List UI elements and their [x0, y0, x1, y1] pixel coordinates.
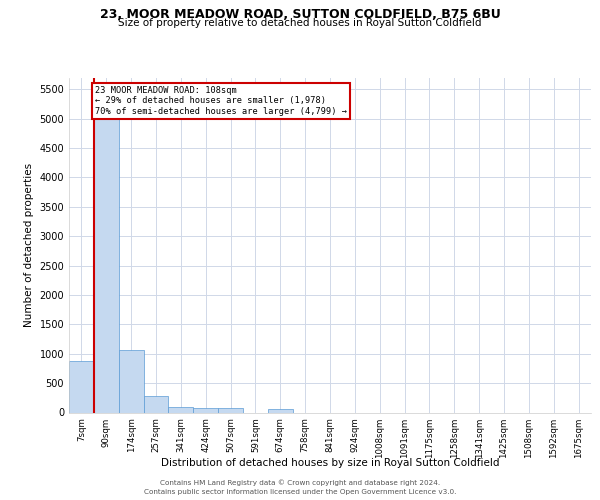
Text: Distribution of detached houses by size in Royal Sutton Coldfield: Distribution of detached houses by size … — [161, 458, 499, 468]
Bar — [218, 408, 243, 412]
Y-axis label: Number of detached properties: Number of detached properties — [24, 163, 34, 327]
Text: Size of property relative to detached houses in Royal Sutton Coldfield: Size of property relative to detached ho… — [118, 18, 482, 28]
Bar — [143, 396, 169, 412]
Text: Contains public sector information licensed under the Open Government Licence v3: Contains public sector information licen… — [144, 489, 456, 495]
Bar — [69, 361, 94, 412]
Bar — [193, 408, 218, 412]
Bar — [169, 407, 193, 412]
Text: 23, MOOR MEADOW ROAD, SUTTON COLDFIELD, B75 6BU: 23, MOOR MEADOW ROAD, SUTTON COLDFIELD, … — [100, 8, 500, 20]
Bar — [268, 410, 293, 412]
Text: Contains HM Land Registry data © Crown copyright and database right 2024.: Contains HM Land Registry data © Crown c… — [160, 480, 440, 486]
Bar — [94, 88, 119, 412]
Text: 23 MOOR MEADOW ROAD: 108sqm
← 29% of detached houses are smaller (1,978)
70% of : 23 MOOR MEADOW ROAD: 108sqm ← 29% of det… — [95, 86, 347, 116]
Bar — [119, 350, 143, 412]
